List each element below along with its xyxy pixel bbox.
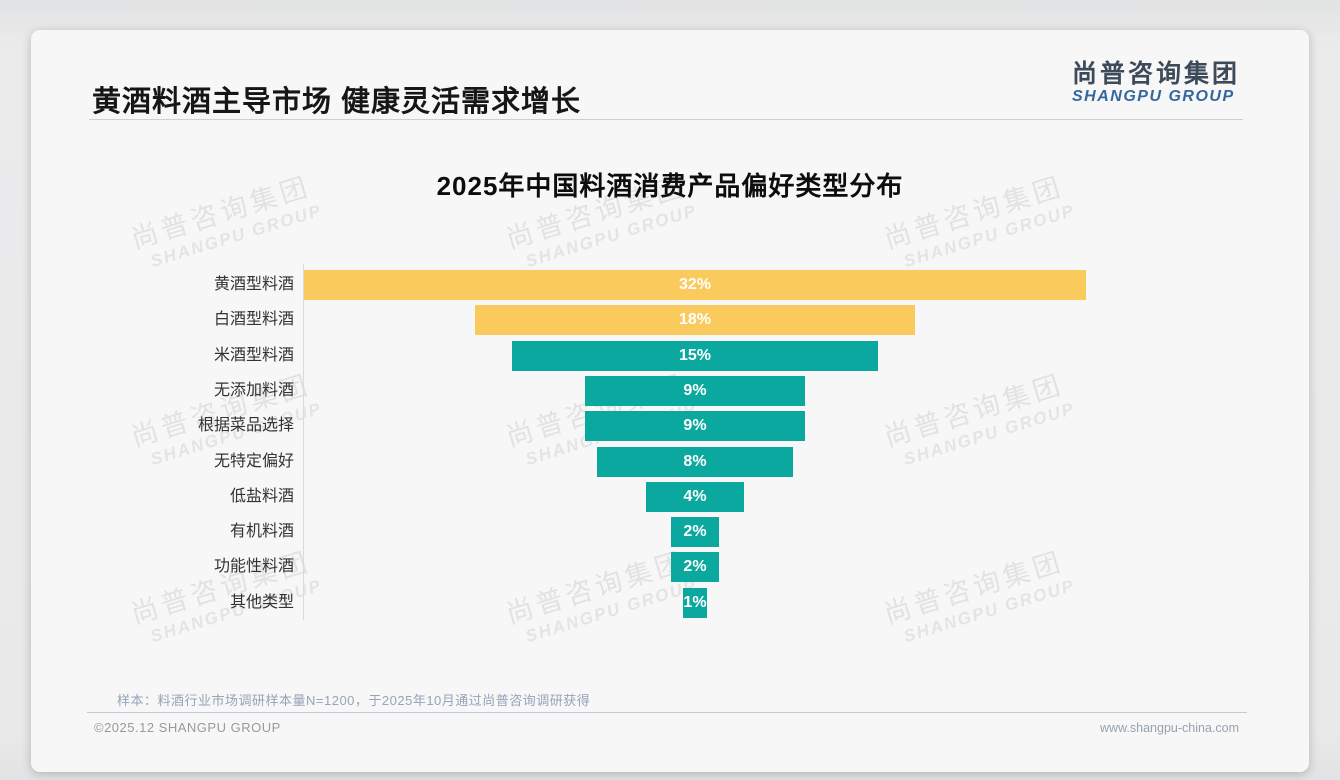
category-label: 白酒型料酒	[213, 311, 294, 329]
slide-card: 尚普咨询集团 SHANGPU GROUP 尚普咨询集团 SHANGPU GROUP 尚普…	[31, 30, 1309, 772]
page-title: 黄酒料酒主导市场 健康灵活需求增长	[92, 86, 582, 118]
category-label: 功能性料酒	[213, 558, 294, 576]
bar: 2%	[670, 552, 720, 583]
watermark-en-text: SHANGPU GROUP	[523, 200, 700, 272]
category-label: 其他类型	[229, 593, 294, 611]
bar: 18%	[475, 305, 915, 336]
bar-row: 低盐料酒 4%	[90, 480, 1250, 515]
bar: 15%	[511, 340, 879, 371]
bar-value-label: 2%	[683, 523, 707, 541]
bar-row: 根据菜品选择 9%	[90, 409, 1250, 444]
footer-divider	[87, 712, 1247, 713]
category-label: 有机料酒	[229, 523, 294, 541]
logo-cn-text: 尚普咨询集团	[1071, 60, 1240, 88]
watermark-en-text: SHANGPU GROUP	[901, 200, 1078, 272]
category-label: 无添加料酒	[213, 381, 294, 399]
bar: 1%	[682, 587, 708, 618]
watermark-en-text: SHANGPU GROUP	[148, 200, 325, 272]
logo-en-text: SHANGPU GROUP	[1071, 88, 1235, 105]
bar-value-label: 18%	[678, 311, 711, 329]
bar-value-label: 2%	[683, 558, 707, 576]
bar-value-label: 32%	[678, 276, 711, 293]
bar-value-label: 8%	[683, 452, 707, 470]
header-divider	[89, 119, 1243, 120]
bar: 4%	[646, 481, 744, 512]
bar-row: 其他类型 1%	[90, 586, 1250, 621]
category-label: 黄酒型料酒	[213, 276, 294, 293]
bar-row: 功能性料酒 2%	[90, 550, 1250, 585]
sample-footnote: 样本：料酒行业市场调研样本量N=1200，于2025年10月通过尚普咨询调研获得	[117, 693, 591, 708]
bar: 32%	[303, 270, 1087, 300]
bar: 2%	[670, 517, 720, 548]
bar-row: 无特定偏好 8%	[90, 445, 1250, 480]
bar-row: 黄酒型料酒 32%	[90, 268, 1250, 303]
category-label: 米酒型料酒	[213, 346, 294, 364]
chart-title: 2025年中国料酒消费产品偏好类型分布	[436, 171, 904, 201]
company-logo: 尚普咨询集团 SHANGPU GROUP	[1072, 60, 1240, 106]
funnel-bar-chart: 黄酒型料酒 32% 白酒型料酒 18% 米酒型料酒 15% 无添加料酒 9% 根据菜品选择 9% 无…	[90, 264, 1250, 624]
bar-value-label: 9%	[683, 417, 707, 435]
bar-value-label: 9%	[683, 381, 707, 399]
category-label: 根据菜品选择	[197, 417, 294, 435]
bar-row: 白酒型料酒 18%	[90, 303, 1250, 338]
bar-row: 有机料酒 2%	[90, 515, 1250, 550]
category-label: 低盐料酒	[229, 487, 294, 505]
website-url: www.shangpu-china.com	[1100, 721, 1239, 735]
bar: 8%	[597, 446, 793, 477]
bar-row: 米酒型料酒 15%	[90, 339, 1250, 374]
y-axis-line	[303, 264, 304, 620]
copyright-text: ©2025.12 SHANGPU GROUP	[94, 720, 281, 735]
bar-row: 无添加料酒 9%	[90, 374, 1250, 409]
bar: 9%	[585, 375, 805, 406]
bar-value-label: 15%	[678, 346, 711, 364]
bar: 9%	[585, 411, 805, 442]
category-label: 无特定偏好	[213, 452, 294, 470]
bar-value-label: 1%	[683, 593, 707, 611]
bar-value-label: 4%	[683, 487, 707, 505]
